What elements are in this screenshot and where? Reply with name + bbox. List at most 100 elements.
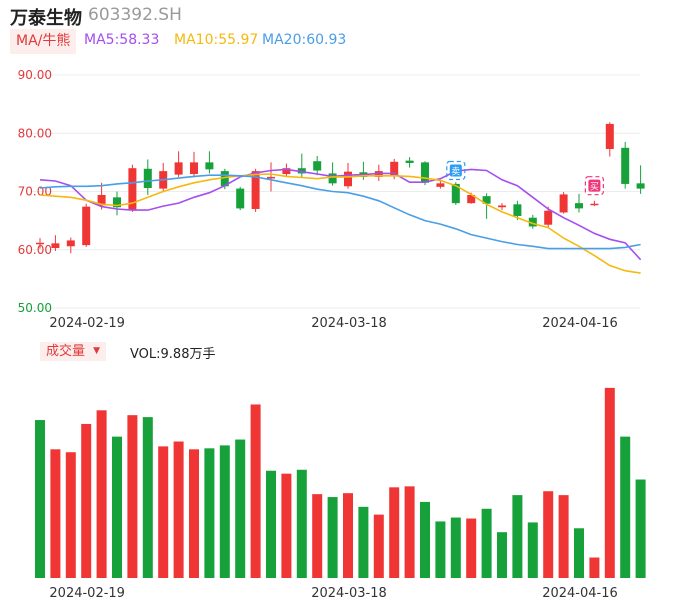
candle-body [190,162,198,175]
candle-body [82,206,91,246]
volume-bar [235,439,246,578]
volume-bar [450,517,461,578]
ma5-line [39,168,642,261]
ma20-line [39,174,641,250]
candle-body [636,183,645,189]
candle-body [405,160,414,163]
volume-bar [527,522,538,578]
ma20-label: MA20:60.93 [262,32,347,48]
candle-body [313,161,322,171]
ma-indicator-button[interactable]: MA/牛熊 [10,29,77,54]
volume-bar [574,528,584,578]
svg-text:卖: 卖 [451,167,460,178]
candle-body [297,168,306,174]
volume-bar [158,446,169,578]
volume-bar [512,495,523,578]
candle-body [482,196,491,204]
volume-bar [466,518,477,578]
candle-body [575,203,583,209]
candle-body [36,242,44,245]
volume-bar [420,501,430,578]
volume-bar [604,387,615,578]
volume-bar [50,449,61,578]
volume-bar [266,470,276,578]
volume-bar [96,410,107,578]
volume-indicator-button[interactable]: 成交量 ▼ [40,342,107,361]
candle-body [282,168,291,175]
candle-body [390,161,399,177]
volume-bar [358,506,369,578]
buy-signal-marker: 买 [584,176,605,196]
y-tick-label: 80.00 [18,126,52,140]
volume-bar [404,486,415,578]
volume-bar [312,494,323,578]
candle-body [174,162,183,175]
x-tick-label: 2024-02-19 [49,316,125,330]
volume-bar [127,415,138,578]
volume-bar [250,404,261,578]
volume-bar [435,521,446,578]
volume-bar [497,532,507,578]
candle-body [143,168,152,189]
candle-body [344,171,352,187]
volume-bar [142,417,153,578]
y-tick-label: 60.00 [18,243,52,257]
volume-value-label: VOL:9.88万手 [130,347,216,362]
ma5-label: MA5:58.33 [84,32,160,48]
candle-body [498,205,506,208]
volume-bar [81,423,92,578]
candle-body [328,173,337,184]
volume-bar [281,473,292,578]
volume-bar [219,445,230,578]
x-tick-label: 2024-04-16 [542,316,618,330]
candle-body [544,210,553,225]
y-tick-label: 90.00 [18,68,52,82]
x-tick-label: 2024-03-18 [311,586,387,601]
volume-badge-label: 成交量 [46,344,86,359]
volume-bar [481,508,492,578]
candle-body [113,197,121,208]
volume-bar [65,452,76,578]
ma10-label: MA10:55.97 [174,32,259,48]
svg-text:买: 买 [590,182,599,193]
x-tick-label: 2024-04-16 [542,586,618,601]
candle-body [590,203,599,206]
stock-name: 万泰生物 [10,8,82,29]
candle-body [267,176,275,179]
volume-bar [189,449,199,578]
volume-bar [204,448,215,578]
volume-bar [543,491,554,578]
x-tick-label: 2024-03-18 [311,316,387,330]
volume-bar [620,436,631,578]
candle-body [236,188,245,209]
y-tick-label: 50.00 [18,301,52,315]
volume-bar [635,479,646,578]
candle-body [66,240,75,247]
volume-bar [589,557,600,578]
candle-body [205,162,214,170]
volume-bar [173,441,184,578]
candle-body [605,123,614,149]
volume-bar [35,420,45,578]
candle-body [559,194,568,213]
volume-bar [296,469,307,578]
volume-bar [389,487,400,578]
candle-body [513,204,522,216]
volume-bar [327,497,338,578]
candle-body [436,183,445,187]
candle-body [621,147,630,184]
candle-body [220,171,229,187]
ma10-line [39,173,641,274]
volume-bar [373,514,384,578]
dropdown-arrow-icon: ▼ [93,346,101,356]
candle-body [97,194,106,206]
candle-body [421,162,429,183]
candle-body [128,168,137,211]
sell-signal-marker: 卖 [446,160,466,181]
candle-body [451,183,460,204]
x-tick-label: 2024-02-19 [49,586,125,601]
volume-bar [112,436,122,578]
candle-body [467,194,476,204]
